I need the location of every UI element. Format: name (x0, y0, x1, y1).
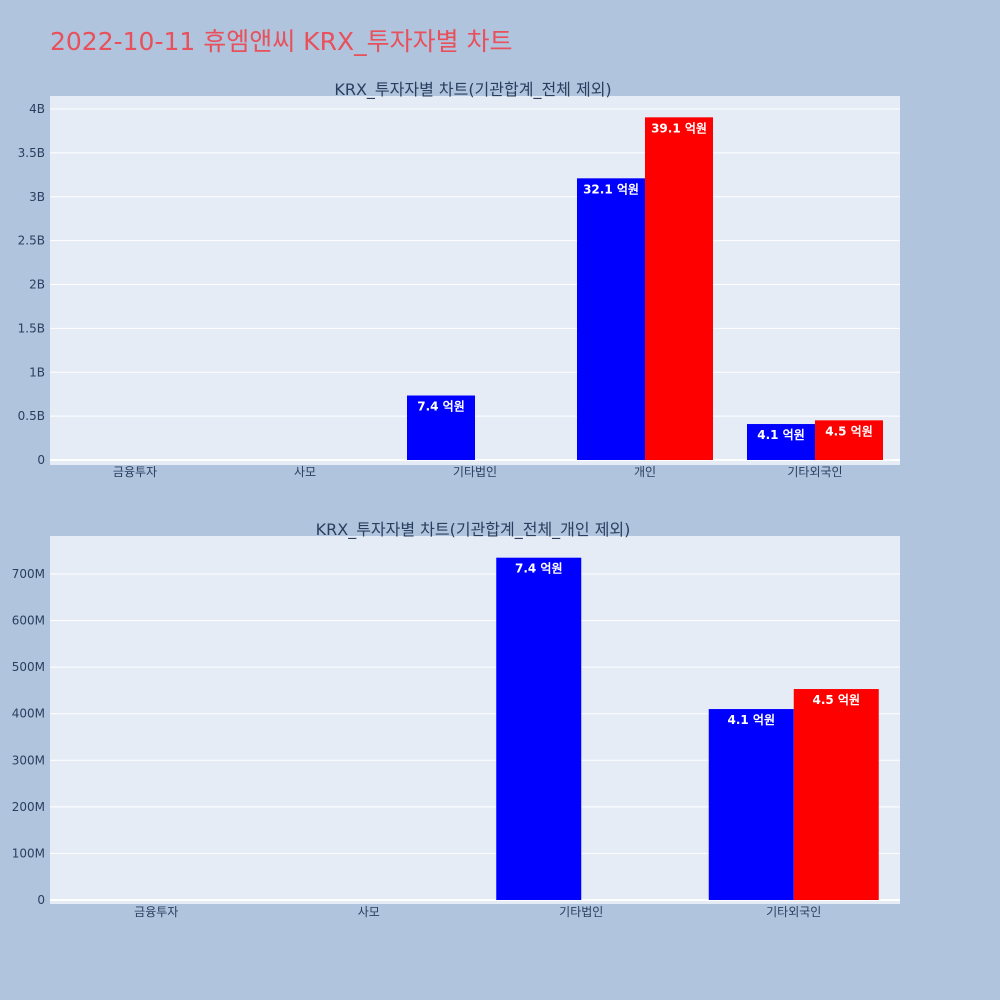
bar-red (645, 117, 713, 461)
chart-2: 0 100M 200M 300M 400M 500M 600M 700M KRX_투자자별 차트… (12, 520, 900, 919)
bar-red (793, 689, 879, 900)
data-label: 4.5 억원 (825, 424, 873, 438)
y-tick-label: 0 (37, 453, 45, 467)
y-tick-label: 4B (29, 102, 45, 116)
x-tick-label: 사모 (358, 905, 380, 919)
bar-blue (708, 709, 794, 900)
y-tick-label: 700M (12, 567, 45, 581)
data-label: 4.5 억원 (812, 693, 860, 707)
x-tick-label: 기타법인 (559, 905, 603, 919)
bar-blue (407, 395, 475, 460)
chart-title: KRX_투자자별 차트(기관합계_전체_개인 제외) (316, 520, 631, 540)
y-tick-label: 0 (37, 893, 45, 907)
data-label: 32.1 억원 (583, 182, 639, 196)
x-tick-label: 기타법인 (453, 465, 497, 479)
x-tick-label: 사모 (294, 465, 316, 479)
y-tick-label: 3.5B (18, 146, 45, 160)
y-tick-label: 600M (12, 614, 45, 628)
chart-title: KRX_투자자별 차트(기관합계_전체 제외) (334, 80, 611, 100)
y-tick-label: 3B (29, 190, 45, 204)
bar-blue (747, 424, 815, 460)
y-tick-label: 400M (12, 707, 45, 721)
y-tick-label: 500M (12, 660, 45, 674)
y-tick-label: 200M (12, 800, 45, 814)
data-label: 4.1 억원 (757, 428, 805, 442)
chart-1: 0 0.5B 1B 1.5B 2B 2.5B 3B 3.5B 4B KRX_투자자별 차트(기관합… (18, 80, 900, 479)
data-label: 7.4 억원 (515, 562, 563, 576)
bar-red (815, 420, 883, 460)
y-tick-label: 2B (29, 278, 45, 292)
data-label: 4.1 억원 (727, 713, 775, 727)
x-tick-label: 금융투자 (134, 905, 178, 919)
data-label: 39.1 억원 (651, 121, 707, 135)
y-tick-label: 300M (12, 753, 45, 767)
bar-blue (577, 178, 645, 460)
x-tick-label: 금융투자 (113, 465, 157, 479)
x-tick-label: 기타외국인 (766, 905, 821, 919)
bar-blue (496, 557, 582, 900)
page-title: 2022-10-11 휴엠앤씨 KRX_투자자별 차트 (50, 27, 513, 56)
x-tick-label: 기타외국인 (787, 465, 842, 479)
x-tick-label: 개인 (634, 465, 656, 479)
y-tick-label: 100M (12, 846, 45, 860)
y-tick-label: 1B (29, 365, 45, 379)
y-tick-label: 2.5B (18, 234, 45, 248)
y-tick-label: 1.5B (18, 321, 45, 335)
data-label: 7.4 억원 (417, 400, 465, 414)
y-tick-label: 0.5B (18, 409, 45, 423)
